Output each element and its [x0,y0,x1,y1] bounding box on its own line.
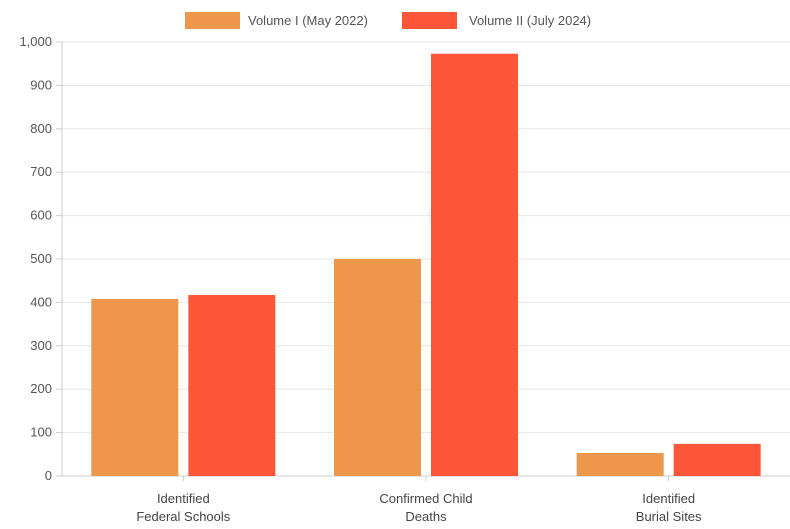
x-category-label: Deaths [405,509,447,524]
legend-swatch-series1[interactable] [185,12,240,29]
bar-series2-cat3[interactable] [673,443,761,476]
y-tick-label: 1,000 [19,34,52,49]
y-tick-label: 400 [30,294,52,309]
bar-series2-cat2[interactable] [431,53,518,477]
x-category-label: Federal Schools [136,509,230,524]
gridlines [62,41,790,434]
y-tick-label: 700 [30,164,52,179]
y-tick-label: 500 [30,251,52,266]
bar-series1-cat3[interactable] [576,452,664,476]
bar-series1-cat1[interactable] [91,298,179,476]
x-category-label: Burial Sites [636,509,702,524]
legend-label-series1[interactable]: Volume I (May 2022) [248,13,368,28]
bars [91,53,761,477]
y-axis-tick-labels: 0 100 200 300 400 500 600 700 800 900 1,000 [19,34,52,483]
legend[interactable]: Volume I (May 2022) Volume II (July 2024) [185,12,591,29]
y-tick-label: 200 [30,381,52,396]
y-tick-label: 800 [30,121,52,136]
y-tick-label: 0 [45,468,52,483]
legend-swatch-series2[interactable] [402,12,457,29]
y-tick-label: 600 [30,208,52,223]
legend-label-series2[interactable]: Volume II (July 2024) [469,13,591,28]
bar-series1-cat2[interactable] [334,259,421,476]
x-category-label: Confirmed Child [379,491,472,506]
x-axis-category-labels: Identified Federal Schools Confirmed Child… [136,491,702,524]
x-category-label: Identified [642,491,695,506]
bar-series2-cat1[interactable] [188,295,276,476]
x-category-label: Identified [157,491,210,506]
axes [56,41,790,481]
y-tick-label: 300 [30,338,52,353]
y-tick-label: 900 [30,77,52,92]
y-tick-label: 100 [30,425,52,440]
